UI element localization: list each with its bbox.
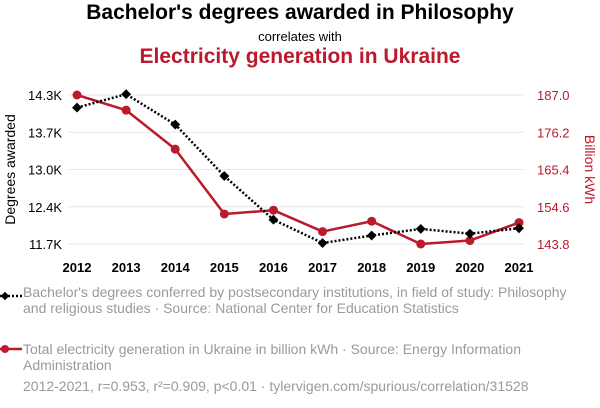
data-point-electricity xyxy=(121,105,131,115)
data-point-degrees xyxy=(170,119,181,130)
y-axis-label-left: Degrees awarded xyxy=(2,114,18,225)
data-point-degrees xyxy=(464,228,475,239)
x-tick: 2017 xyxy=(308,260,337,275)
y-tick-left: 13.7K xyxy=(28,125,62,140)
data-point-degrees xyxy=(366,230,377,241)
x-tick: 2015 xyxy=(210,260,239,275)
y-tick-right: 187.0 xyxy=(537,88,570,103)
y-axis-label-right: Billion kWh xyxy=(582,135,598,204)
chart-connector: correlates with xyxy=(258,29,342,44)
y-tick-right: 154.6 xyxy=(537,200,570,215)
x-tick: 2012 xyxy=(63,260,92,275)
y-tick-left: 12.4K xyxy=(28,200,62,215)
y-tick-right: 143.8 xyxy=(537,237,570,252)
data-point-electricity xyxy=(219,209,229,219)
data-point-degrees xyxy=(72,102,82,113)
y-tick-left: 11.7K xyxy=(29,237,62,252)
x-tick: 2013 xyxy=(112,260,141,275)
x-tick: 2016 xyxy=(259,260,288,275)
data-point-electricity xyxy=(318,227,328,237)
line-chart: 11.7K 12.4K 13.0K 13.7K 14.3K 143.8 154.6 165.4… xyxy=(2,88,598,275)
y-tick-left: 13.0K xyxy=(28,163,62,178)
y-tick-right: 165.4 xyxy=(537,163,570,178)
x-tick: 2019 xyxy=(406,260,435,275)
data-point-electricity xyxy=(367,216,377,226)
data-point-electricity xyxy=(465,236,475,246)
x-tick: 2018 xyxy=(357,260,386,275)
legend-marker-electricity xyxy=(0,345,22,353)
data-point-degrees xyxy=(415,223,426,234)
x-tick: 2014 xyxy=(161,260,191,275)
legend-text-degrees: Bachelor's degrees conferred by postseco… xyxy=(23,284,567,316)
data-point-electricity xyxy=(72,90,82,100)
chart-subtitle: Electricity generation in Ukraine xyxy=(139,45,461,68)
data-point-degrees xyxy=(317,238,328,248)
series-line-degrees xyxy=(76,92,520,245)
series-line-electricity xyxy=(76,93,520,246)
x-tick: 2020 xyxy=(455,260,484,275)
legend-marker-degrees xyxy=(0,291,22,301)
legend-text-electricity: Total electricity generation in Ukraine … xyxy=(23,341,522,373)
footer-stats: 2012-2021, r=0.953, r²=0.909, p<0.01 · t… xyxy=(23,378,529,394)
chart-title: Bachelor's degrees awarded in Philosophy xyxy=(86,1,514,24)
data-point-degrees xyxy=(514,223,524,234)
data-point-degrees xyxy=(219,171,230,181)
y-tick-left: 14.3K xyxy=(28,88,62,103)
x-tick: 2021 xyxy=(505,260,534,275)
data-point-electricity xyxy=(170,144,180,154)
data-point-electricity xyxy=(268,205,278,215)
data-point-degrees xyxy=(121,89,132,100)
data-point-electricity xyxy=(514,218,524,228)
data-point-degrees xyxy=(268,214,279,225)
y-tick-right: 176.2 xyxy=(537,125,570,140)
data-point-electricity xyxy=(416,239,426,249)
